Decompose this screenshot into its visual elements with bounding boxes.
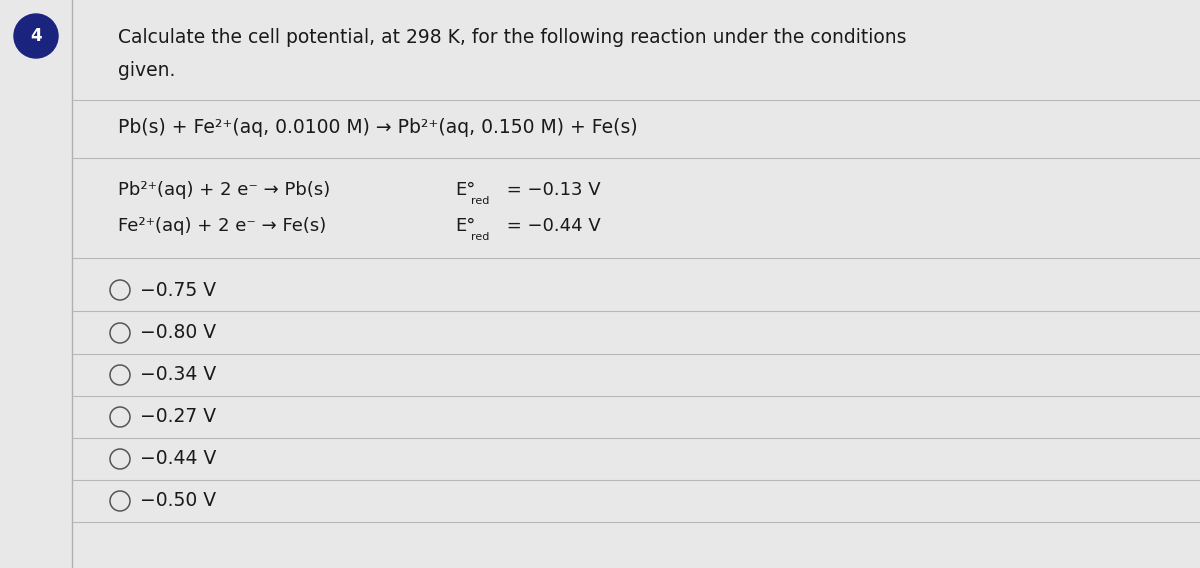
Text: −0.50 V: −0.50 V: [140, 491, 216, 511]
Text: E°: E°: [455, 181, 475, 199]
Text: Pb²⁺(aq) + 2 e⁻ → Pb(s): Pb²⁺(aq) + 2 e⁻ → Pb(s): [118, 181, 330, 199]
Text: Fe²⁺(aq) + 2 e⁻ → Fe(s): Fe²⁺(aq) + 2 e⁻ → Fe(s): [118, 217, 326, 235]
Text: = −0.44 V: = −0.44 V: [502, 217, 601, 235]
Text: Pb(s) + Fe²⁺(aq, 0.0100 M) → Pb²⁺(aq, 0.150 M) + Fe(s): Pb(s) + Fe²⁺(aq, 0.0100 M) → Pb²⁺(aq, 0.…: [118, 119, 637, 137]
Text: −0.34 V: −0.34 V: [140, 365, 216, 385]
Circle shape: [14, 14, 58, 58]
Text: −0.80 V: −0.80 V: [140, 324, 216, 343]
Text: E°: E°: [455, 217, 475, 235]
Text: 4: 4: [30, 27, 42, 45]
Text: −0.27 V: −0.27 V: [140, 407, 216, 427]
Text: red: red: [470, 232, 488, 243]
Text: −0.44 V: −0.44 V: [140, 449, 216, 469]
Text: Calculate the cell potential, at 298 K, for the following reaction under the con: Calculate the cell potential, at 298 K, …: [118, 28, 906, 48]
Text: red: red: [470, 197, 488, 207]
Text: given.: given.: [118, 61, 175, 81]
Text: −0.75 V: −0.75 V: [140, 281, 216, 299]
Text: = −0.13 V: = −0.13 V: [502, 181, 601, 199]
